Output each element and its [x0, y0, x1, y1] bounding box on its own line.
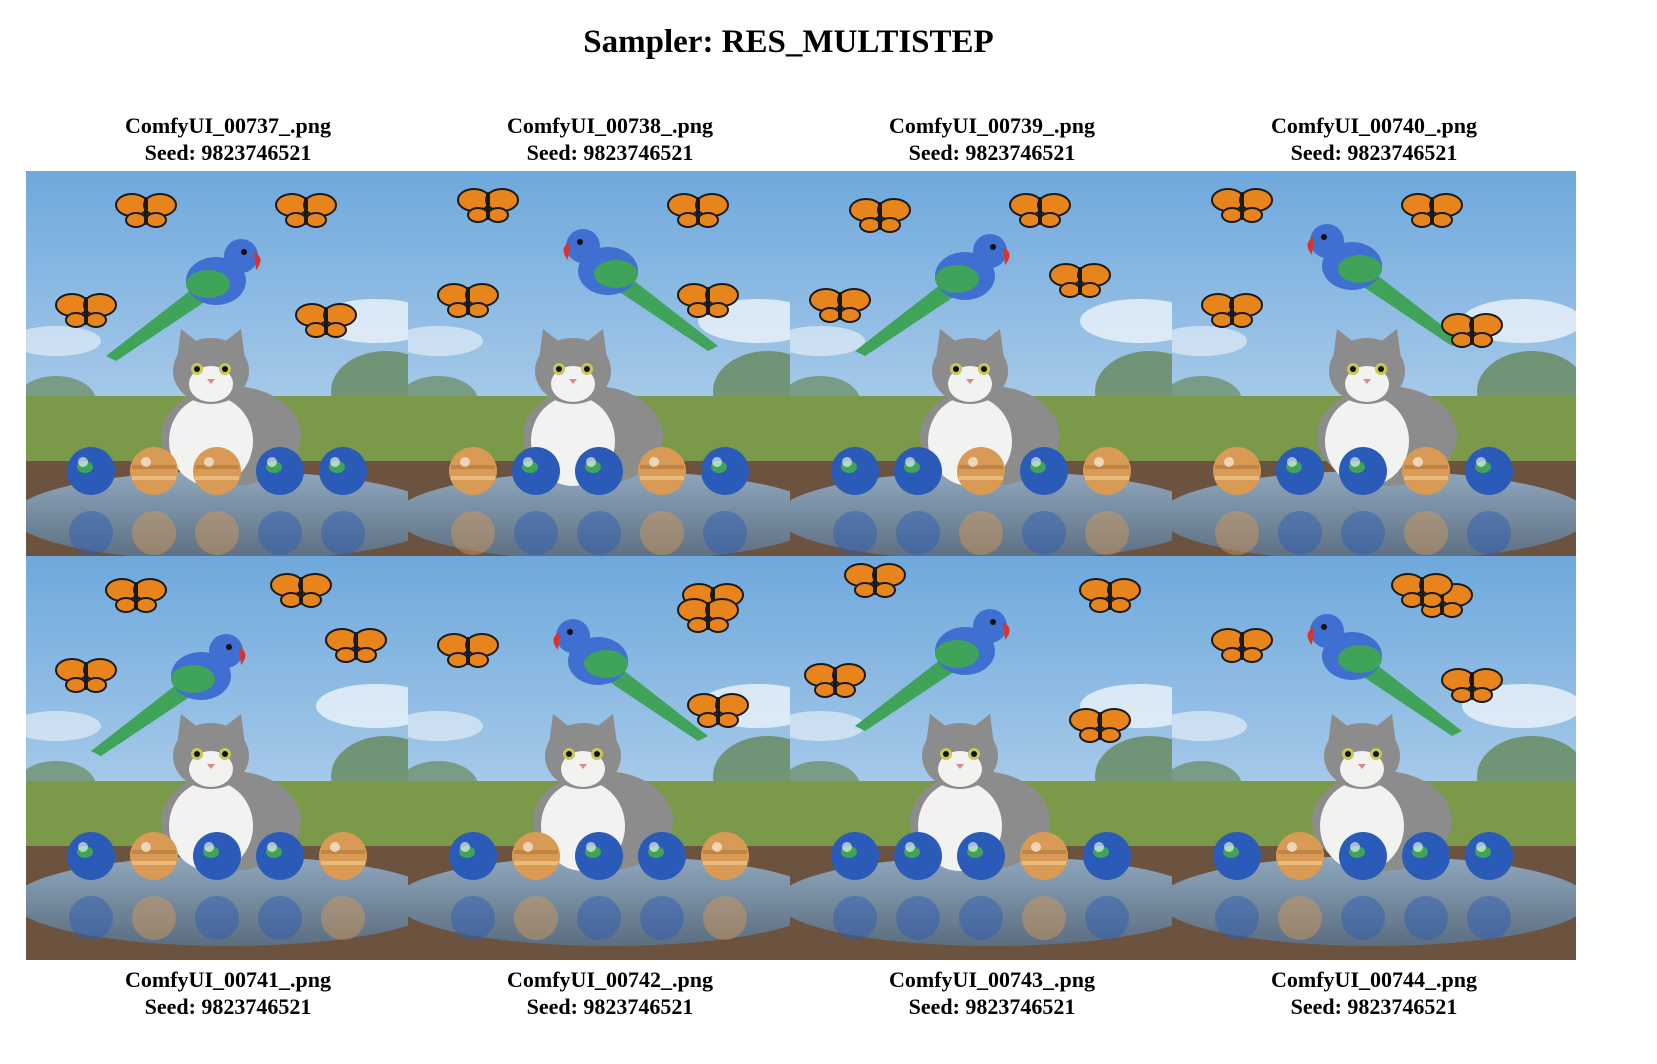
- grid-cell: ComfyUI_00742_.png Seed: 9823746521: [408, 556, 812, 1020]
- image-seed: Seed: 9823746521: [526, 994, 694, 1019]
- scene-illustration: [1172, 556, 1576, 960]
- generated-image[interactable]: [26, 171, 430, 575]
- generated-image[interactable]: [408, 556, 812, 960]
- generated-image[interactable]: [1172, 171, 1576, 575]
- scene-illustration: [26, 171, 430, 575]
- scene-illustration: [408, 556, 812, 960]
- image-seed: Seed: 9823746521: [1290, 994, 1458, 1019]
- grid-cell: ComfyUI_00744_.png Seed: 9823746521: [1172, 556, 1576, 1020]
- image-seed: Seed: 9823746521: [908, 140, 1076, 165]
- image-filename: ComfyUI_00737_.png: [125, 113, 331, 138]
- generated-image[interactable]: [408, 171, 812, 575]
- generated-image[interactable]: [1172, 556, 1576, 960]
- grid-cell: ComfyUI_00738_.png Seed: 9823746521: [408, 112, 812, 575]
- image-filename: ComfyUI_00743_.png: [889, 967, 1095, 992]
- image-filename: ComfyUI_00738_.png: [507, 113, 713, 138]
- grid-cell: ComfyUI_00741_.png Seed: 9823746521: [26, 556, 430, 1020]
- image-filename: ComfyUI_00742_.png: [507, 967, 713, 992]
- generated-image[interactable]: [790, 171, 1194, 575]
- scene-illustration: [1172, 171, 1576, 575]
- scene-illustration: [408, 171, 812, 575]
- image-seed: Seed: 9823746521: [144, 994, 312, 1019]
- generated-image[interactable]: [26, 556, 430, 960]
- image-seed: Seed: 9823746521: [908, 994, 1076, 1019]
- generated-image[interactable]: [790, 556, 1194, 960]
- scene-illustration: [790, 556, 1194, 960]
- image-filename: ComfyUI_00744_.png: [1271, 967, 1477, 992]
- scene-illustration: [790, 171, 1194, 575]
- grid-cell: ComfyUI_00737_.png Seed: 9823746521: [26, 112, 430, 575]
- grid-cell: ComfyUI_00743_.png Seed: 9823746521: [790, 556, 1194, 1020]
- image-filename: ComfyUI_00739_.png: [889, 113, 1095, 138]
- image-filename: ComfyUI_00740_.png: [1271, 113, 1477, 138]
- scene-illustration: [26, 556, 430, 960]
- image-seed: Seed: 9823746521: [144, 140, 312, 165]
- page-title: Sampler: RES_MULTISTEP: [583, 24, 994, 60]
- image-filename: ComfyUI_00741_.png: [125, 967, 331, 992]
- image-seed: Seed: 9823746521: [526, 140, 694, 165]
- image-seed: Seed: 9823746521: [1290, 140, 1458, 165]
- grid-cell: ComfyUI_00740_.png Seed: 9823746521: [1172, 112, 1576, 575]
- grid-cell: ComfyUI_00739_.png Seed: 9823746521: [790, 112, 1194, 575]
